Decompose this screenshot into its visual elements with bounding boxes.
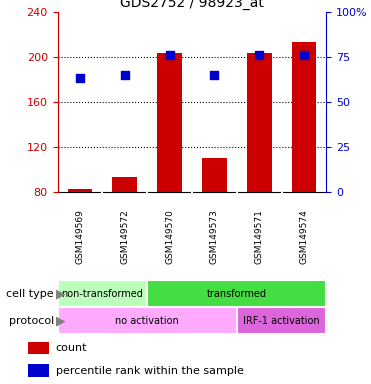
Text: ▶: ▶ bbox=[56, 314, 65, 327]
Text: no activation: no activation bbox=[115, 316, 179, 326]
Bar bbox=[157, 53, 182, 192]
Point bbox=[122, 71, 128, 78]
Bar bbox=[112, 177, 137, 192]
Text: ▶: ▶ bbox=[56, 287, 65, 300]
Text: GSM149569: GSM149569 bbox=[75, 209, 85, 263]
Bar bbox=[58, 307, 237, 334]
Text: percentile rank within the sample: percentile rank within the sample bbox=[56, 366, 244, 376]
Bar bbox=[247, 53, 272, 192]
Point bbox=[167, 52, 173, 58]
Text: cell type: cell type bbox=[6, 289, 54, 299]
Text: transformed: transformed bbox=[207, 289, 267, 299]
Bar bbox=[68, 189, 92, 192]
Text: GSM149573: GSM149573 bbox=[210, 209, 219, 263]
Point bbox=[77, 75, 83, 81]
Text: GSM149571: GSM149571 bbox=[255, 209, 264, 263]
Bar bbox=[292, 42, 316, 192]
Point bbox=[301, 52, 307, 58]
Text: count: count bbox=[56, 343, 87, 353]
Text: protocol: protocol bbox=[9, 316, 54, 326]
Bar bbox=[29, 364, 49, 376]
Point bbox=[256, 52, 262, 58]
Bar bbox=[202, 158, 227, 192]
Point bbox=[211, 71, 217, 78]
Text: non-transformed: non-transformed bbox=[61, 289, 143, 299]
Bar bbox=[237, 307, 326, 334]
Text: GSM149572: GSM149572 bbox=[120, 209, 129, 263]
Bar bbox=[147, 280, 326, 307]
Text: IRF-1 activation: IRF-1 activation bbox=[243, 316, 320, 326]
Bar bbox=[29, 342, 49, 354]
Title: GDS2752 / 98923_at: GDS2752 / 98923_at bbox=[120, 0, 264, 10]
Text: GSM149574: GSM149574 bbox=[299, 209, 309, 263]
Bar bbox=[58, 280, 147, 307]
Text: GSM149570: GSM149570 bbox=[165, 209, 174, 263]
